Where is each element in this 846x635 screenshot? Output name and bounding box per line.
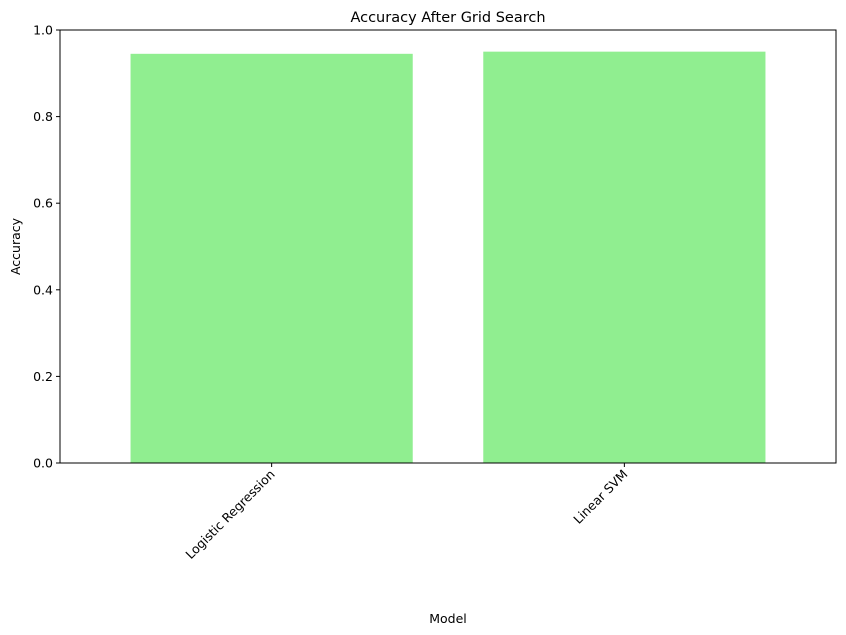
y-tick-label: 0.4 xyxy=(33,282,53,297)
x-axis-ticks: Logistic Regression Linear SVM xyxy=(182,463,630,562)
y-tick-label: 1.0 xyxy=(33,23,53,38)
x-tick-label: Linear SVM xyxy=(570,467,630,527)
y-tick-label: 0.2 xyxy=(33,369,53,384)
x-axis-label: Model xyxy=(429,611,467,626)
plot-frame xyxy=(59,29,837,464)
bar-logistic-regression xyxy=(130,53,413,463)
chart-title: Accuracy After Grid Search xyxy=(350,10,545,26)
y-axis-label: Accuracy xyxy=(8,217,23,275)
y-tick-label: 0.0 xyxy=(33,456,53,471)
bar-linear-svm xyxy=(483,51,766,464)
bars-group xyxy=(130,51,766,464)
x-tick-label: Logistic Regression xyxy=(182,467,277,562)
y-axis-ticks: 0.0 0.2 0.4 0.6 0.8 1.0 xyxy=(33,23,60,471)
y-tick-label: 0.8 xyxy=(33,109,53,124)
y-tick-label: 0.6 xyxy=(33,196,53,211)
